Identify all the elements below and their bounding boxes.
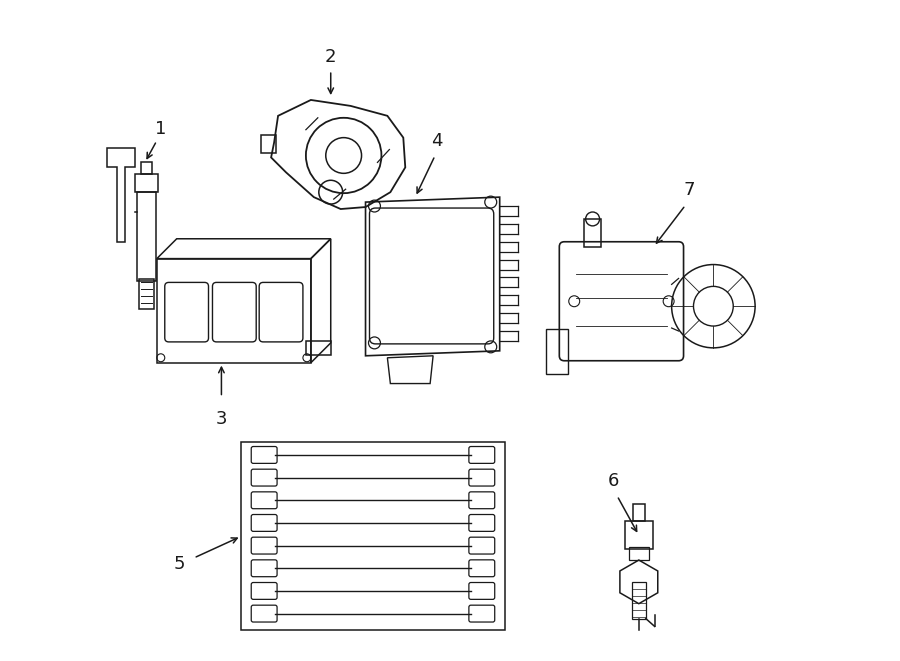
Bar <box>157 258 310 363</box>
Text: 6: 6 <box>608 472 618 490</box>
Text: 7: 7 <box>684 181 696 199</box>
Bar <box>584 219 601 247</box>
Bar <box>625 522 652 549</box>
Bar <box>139 280 154 309</box>
Bar <box>546 329 568 373</box>
Bar <box>135 175 158 192</box>
Bar <box>241 442 505 631</box>
Bar <box>261 135 276 153</box>
Bar <box>633 504 644 522</box>
Text: 3: 3 <box>216 410 227 428</box>
Bar <box>629 547 649 560</box>
Bar <box>632 582 646 619</box>
Bar <box>141 163 152 175</box>
Text: 5: 5 <box>174 555 185 573</box>
Text: 1: 1 <box>155 120 166 137</box>
Text: 2: 2 <box>325 48 337 66</box>
Text: 4: 4 <box>431 132 443 149</box>
Bar <box>137 192 156 282</box>
